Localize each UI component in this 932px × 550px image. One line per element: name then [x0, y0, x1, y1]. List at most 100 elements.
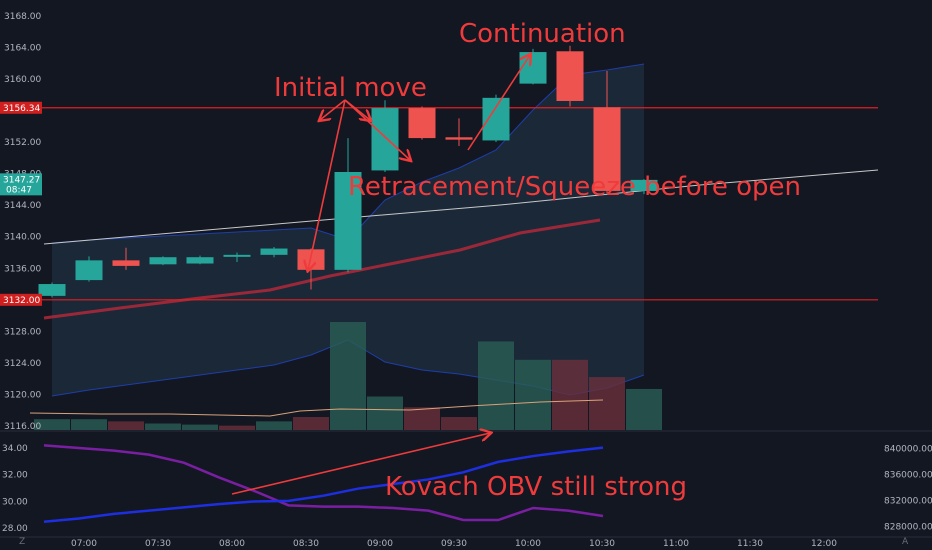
candle	[186, 255, 214, 265]
candle	[334, 138, 362, 273]
volume-bar	[552, 359, 588, 430]
ma-red	[43, 218, 601, 320]
candle	[519, 48, 547, 85]
time-tick: 08:00	[219, 539, 245, 549]
volume-bar	[478, 341, 514, 430]
price-tag: 3156.34	[0, 101, 42, 114]
candle	[260, 246, 288, 258]
volume-bars	[29, 322, 662, 430]
volume-bar	[404, 407, 440, 430]
osc-right-tick: 828000.00	[884, 522, 932, 532]
price-tag-bg	[0, 293, 42, 306]
volume-bar	[293, 417, 329, 430]
volume-bar	[589, 377, 625, 430]
candle-body	[408, 108, 436, 139]
osc-left-tick: 34.00	[2, 444, 28, 454]
candle	[371, 100, 399, 172]
moving-averages	[43, 169, 879, 320]
candle	[112, 247, 140, 270]
volume-bar	[367, 396, 403, 430]
candle-body	[445, 137, 473, 140]
price-tick: 3160.00	[4, 75, 41, 85]
volume-bar	[219, 425, 255, 430]
auto-scale-button[interactable]: A	[902, 537, 909, 547]
candle-body	[556, 51, 584, 101]
volume-bar	[330, 322, 366, 430]
candle-body	[75, 260, 103, 281]
annotations: Initial move Continuation Retracement/Sq…	[274, 19, 801, 502]
ribbon-fill	[52, 64, 644, 396]
time-tick: 10:00	[515, 539, 541, 549]
annotation-continuation: Continuation	[459, 19, 626, 49]
candle-body	[334, 172, 362, 270]
time-tick: 11:30	[737, 539, 763, 549]
time-tick: 08:30	[293, 539, 319, 549]
candle-body	[630, 179, 658, 191]
price-tag: 3132.00	[0, 293, 42, 306]
price-tick: 3128.00	[4, 327, 41, 337]
candle-body	[112, 260, 140, 266]
timezone-button[interactable]: Z	[19, 537, 25, 547]
price-tag-label: 3156.34	[3, 104, 40, 114]
time-tick: 10:30	[589, 539, 615, 549]
time-tick: 09:00	[367, 539, 393, 549]
volume-bar	[34, 419, 70, 430]
price-tick: 3136.00	[4, 264, 41, 274]
candle	[630, 179, 658, 195]
osc-left-tick: 28.00	[2, 524, 28, 534]
price-tick: 3124.00	[4, 359, 41, 369]
candle-body	[371, 108, 399, 171]
volume-bar	[256, 421, 292, 430]
time-axis: 07:00 07:30 08:00 08:30 09:00 09:30 10:00 10:30…	[0, 536, 932, 549]
price-tag-bg	[0, 101, 42, 114]
time-tick: 09:30	[441, 539, 467, 549]
volume-bar	[515, 359, 551, 430]
osc-left-tick: 32.00	[2, 471, 28, 481]
horizontal-levels	[0, 107, 878, 301]
price-tick: 3120.00	[4, 390, 41, 400]
price-tag-label: 3132.00	[3, 296, 40, 306]
annotation-arrows	[231, 55, 530, 495]
candle-body	[482, 97, 510, 141]
candle-body	[186, 257, 214, 264]
annotation-kovach-obv: Kovach OBV still strong	[385, 472, 687, 502]
price-tag-label: 3147.27	[3, 175, 40, 185]
volume-bar	[626, 388, 662, 430]
annotation-arrow	[344, 99, 410, 160]
osc-right-tick: 836000.00	[884, 470, 932, 480]
volume-bar	[108, 421, 144, 430]
volume-bar	[441, 417, 477, 430]
volume-ma	[29, 399, 604, 417]
candle-body	[223, 254, 251, 257]
volume-bar	[145, 423, 181, 430]
annotation-arrow	[320, 99, 346, 120]
candle	[75, 256, 103, 282]
volume-bar	[182, 424, 218, 430]
candle	[223, 252, 251, 262]
candle-body	[519, 52, 547, 84]
price-axis: 3116.00 3120.00 3124.00 3128.00 3132.00 3136.…	[4, 12, 41, 432]
osc-line-purple	[43, 444, 604, 522]
time-tick: 11:00	[663, 539, 689, 549]
volume-bar	[71, 419, 107, 430]
osc-left-tick: 30.00	[2, 497, 28, 507]
ma-white	[43, 169, 879, 245]
candle-body	[38, 284, 66, 296]
candle-body	[149, 257, 177, 265]
price-tick: 3116.00	[4, 422, 41, 432]
price-tick: 3168.00	[4, 12, 41, 22]
annotation-retracement: Retracement/Squeeze before open	[348, 172, 801, 202]
obv-line	[43, 446, 604, 523]
annotation-arrow	[308, 99, 346, 270]
time-tick: 07:30	[145, 539, 171, 549]
candle	[149, 256, 177, 266]
osc-right-tick: 832000.00	[884, 496, 932, 506]
candle	[38, 282, 66, 298]
price-tick: 3164.00	[4, 43, 41, 53]
candle-body	[593, 107, 621, 191]
price-tag-sublabel: 08:47	[6, 185, 32, 195]
annotation-arrow	[467, 55, 530, 151]
